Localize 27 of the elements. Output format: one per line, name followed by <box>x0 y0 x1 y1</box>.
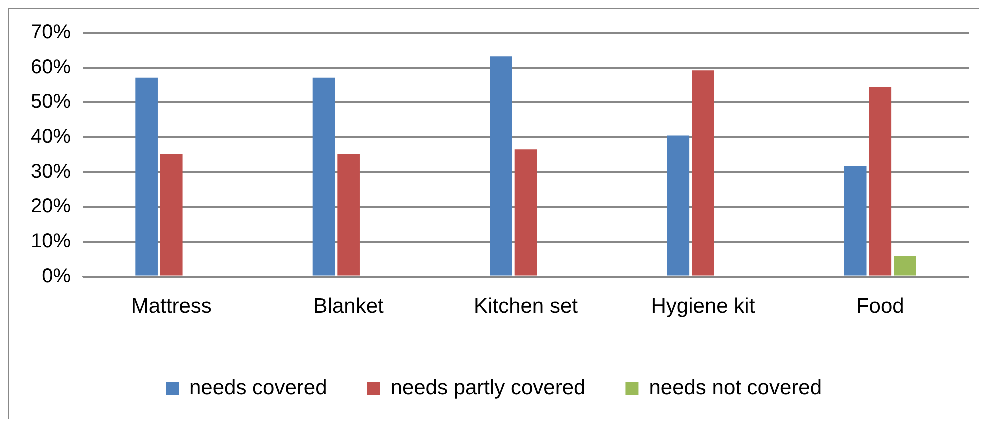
bar <box>667 136 690 276</box>
bar <box>160 154 183 276</box>
bar <box>490 56 512 276</box>
y-tick-label: 20% <box>31 196 72 218</box>
x-tick-label: Kitchen set <box>474 295 578 318</box>
y-tick-label: 50% <box>31 91 72 114</box>
bar <box>514 150 538 276</box>
bar <box>844 166 867 276</box>
legend-label: needs not covered <box>649 376 822 400</box>
y-tick-label: 30% <box>31 160 72 183</box>
y-tick-label: 70% <box>31 22 72 44</box>
y-tick-label: 40% <box>31 126 72 148</box>
y-tick-label: 60% <box>31 56 72 78</box>
legend-label: needs partly covered <box>390 376 586 400</box>
x-tick-label: Food <box>856 295 904 318</box>
bar <box>136 78 158 276</box>
bar <box>869 86 892 276</box>
legend-label: needs covered <box>190 376 328 400</box>
bar <box>338 154 360 276</box>
x-tick-label: Mattress <box>131 295 212 318</box>
bar <box>312 78 336 276</box>
y-tick-label: 0% <box>42 265 72 288</box>
bar <box>894 256 916 276</box>
x-tick-label: Blanket <box>314 295 384 318</box>
bar <box>692 70 714 276</box>
x-tick-label: Hygiene kit <box>651 295 756 318</box>
y-tick-label: 10% <box>31 230 72 252</box>
